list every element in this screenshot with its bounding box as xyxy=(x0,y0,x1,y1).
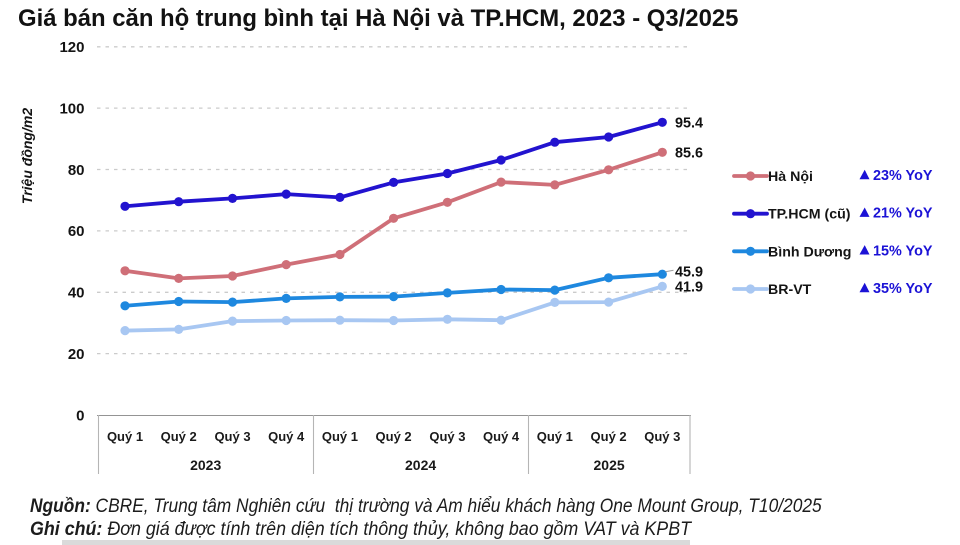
svg-text:2023: 2023 xyxy=(190,457,221,473)
svg-text:120: 120 xyxy=(59,39,84,56)
svg-text:0: 0 xyxy=(76,407,84,424)
svg-text:Bình Dương: Bình Dương xyxy=(768,244,851,260)
svg-text:2025: 2025 xyxy=(594,457,625,473)
svg-text:45.9: 45.9 xyxy=(675,265,703,281)
svg-text:60: 60 xyxy=(68,223,85,240)
svg-text:Quý 2: Quý 2 xyxy=(161,429,197,444)
svg-text:Quý 2: Quý 2 xyxy=(376,429,412,444)
svg-text:95.4: 95.4 xyxy=(675,115,703,131)
svg-text:Quý 4: Quý 4 xyxy=(483,429,520,444)
svg-text:Hà Nội: Hà Nội xyxy=(768,169,813,185)
svg-text:Quý 2: Quý 2 xyxy=(591,429,627,444)
svg-text:Quý 3: Quý 3 xyxy=(429,429,465,444)
svg-text:23% YoY: 23% YoY xyxy=(873,168,933,184)
svg-text:Quý 1: Quý 1 xyxy=(322,429,358,444)
svg-text:41.9: 41.9 xyxy=(675,279,703,295)
svg-text:85.6: 85.6 xyxy=(675,145,703,161)
svg-text:21% YoY: 21% YoY xyxy=(873,206,933,222)
svg-text:TP.HCM (cũ): TP.HCM (cũ) xyxy=(768,207,851,223)
svg-text:80: 80 xyxy=(68,162,85,179)
svg-text:Quý 1: Quý 1 xyxy=(537,429,573,444)
svg-text:Quý 3: Quý 3 xyxy=(214,429,250,444)
svg-text:Quý 4: Quý 4 xyxy=(268,429,305,444)
svg-text:35% YoY: 35% YoY xyxy=(873,281,933,297)
svg-text:15% YoY: 15% YoY xyxy=(873,243,933,259)
svg-text:20: 20 xyxy=(68,346,85,363)
svg-text:BR-VT: BR-VT xyxy=(768,282,812,298)
svg-text:2024: 2024 xyxy=(405,457,436,473)
svg-text:40: 40 xyxy=(68,285,85,302)
svg-text:Triệu đồng/m2: Triệu đồng/m2 xyxy=(19,108,35,204)
svg-text:Quý 3: Quý 3 xyxy=(644,429,680,444)
svg-text:Quý 1: Quý 1 xyxy=(107,429,143,444)
svg-text:100: 100 xyxy=(59,100,84,117)
